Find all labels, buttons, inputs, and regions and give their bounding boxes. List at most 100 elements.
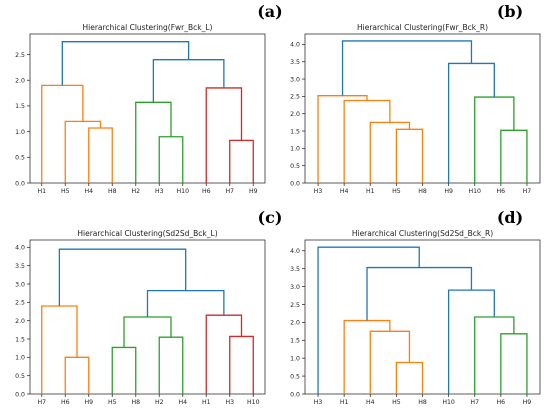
dendrogram-link bbox=[500, 129, 528, 183]
dendrogram-link bbox=[341, 40, 473, 96]
dendrogram-link bbox=[474, 316, 515, 394]
leaf-label: H9 bbox=[84, 399, 93, 406]
leaf-label: H4 bbox=[178, 399, 187, 406]
dendrogram-link bbox=[58, 248, 187, 306]
dendrogram-link bbox=[158, 336, 184, 394]
dendrogram-link bbox=[205, 87, 243, 183]
dendrogram-link bbox=[64, 356, 90, 394]
y-tick-label: 1.0 bbox=[15, 355, 25, 362]
leaf-label: H8 bbox=[131, 399, 140, 406]
leaf-label: H9 bbox=[444, 188, 453, 195]
dendrogram-link bbox=[500, 333, 528, 394]
dendrogram-link bbox=[158, 136, 184, 183]
leaf-label: H8 bbox=[418, 399, 427, 406]
dendrogram-link bbox=[111, 346, 137, 394]
dendrogram-link bbox=[369, 330, 411, 394]
y-tick-label: 0.5 bbox=[290, 373, 300, 380]
dendrogram-link bbox=[88, 127, 113, 183]
dendrogram-link bbox=[369, 121, 411, 183]
leaf-label: H5 bbox=[392, 399, 401, 406]
y-tick-label: 1.5 bbox=[15, 103, 25, 110]
y-tick-label: 0.0 bbox=[290, 391, 300, 398]
leaf-label: H8 bbox=[108, 188, 117, 195]
dendrogram-link bbox=[317, 95, 368, 183]
leaf-label: H6 bbox=[497, 188, 506, 195]
y-tick-label: 3.5 bbox=[290, 59, 300, 66]
leaf-label: H7 bbox=[523, 188, 532, 195]
dendrogram-link bbox=[317, 246, 420, 394]
leaf-label: H10 bbox=[468, 188, 481, 195]
y-tick-label: 2.0 bbox=[15, 318, 25, 325]
y-tick-label: 0.0 bbox=[15, 391, 25, 398]
y-tick-label: 3.0 bbox=[290, 284, 300, 291]
leaf-label: H3 bbox=[225, 399, 234, 406]
leaf-label: H9 bbox=[249, 188, 258, 195]
dendrogram-link bbox=[61, 41, 190, 86]
y-tick-label: 1.0 bbox=[15, 129, 25, 136]
y-tick-label: 2.5 bbox=[290, 94, 300, 101]
y-tick-label: 0.0 bbox=[290, 180, 300, 187]
panel-label-c: (c) bbox=[257, 208, 283, 227]
leaf-label: H3 bbox=[155, 188, 164, 195]
dendrogram-link bbox=[135, 101, 172, 183]
y-tick-label: 3.0 bbox=[15, 281, 25, 288]
dendrogram-link bbox=[205, 314, 243, 394]
dendrogram-link bbox=[229, 139, 254, 183]
y-tick-label: 1.5 bbox=[290, 128, 300, 135]
dendrogram-link bbox=[395, 128, 424, 183]
y-tick-label: 0.0 bbox=[15, 180, 25, 187]
leaf-label: H7 bbox=[470, 399, 479, 406]
plot-frame bbox=[29, 33, 266, 184]
panel-label-a: (a) bbox=[257, 2, 283, 21]
y-tick-label: 0.5 bbox=[15, 373, 25, 380]
dendrogram-link bbox=[447, 62, 495, 183]
dendrogram-link bbox=[447, 289, 495, 394]
y-tick-label: 3.5 bbox=[290, 266, 300, 273]
leaf-label: H3 bbox=[314, 188, 323, 195]
chart-title: Hierarchical Clustering(Sd2Sd_Bck_R) bbox=[352, 229, 493, 238]
leaf-label: H2 bbox=[131, 188, 140, 195]
y-tick-label: 0.5 bbox=[15, 155, 25, 162]
leaf-label: H5 bbox=[392, 188, 401, 195]
leaf-label: H9 bbox=[523, 399, 532, 406]
chart-title: Hierarchical Clustering(Fwr_Bck_L) bbox=[83, 23, 213, 32]
leaf-label: H6 bbox=[497, 399, 506, 406]
chart-title: Hierarchical Clustering(Sd2Sd_Bck_L) bbox=[77, 229, 217, 238]
y-tick-label: 2.5 bbox=[290, 302, 300, 309]
dendrogram-link bbox=[474, 96, 515, 183]
dendrogram-link bbox=[41, 305, 78, 394]
leaf-label: H1 bbox=[37, 188, 46, 195]
leaf-label: H10 bbox=[176, 188, 189, 195]
leaf-label: H4 bbox=[84, 188, 93, 195]
y-tick-label: 1.5 bbox=[290, 338, 300, 345]
dendrogram-link bbox=[229, 335, 254, 394]
leaf-label: H10 bbox=[247, 399, 260, 406]
y-tick-label: 1.0 bbox=[290, 146, 300, 153]
dendrogram-chart-fwr-bck-l: Hierarchical Clustering(Fwr_Bck_L) 0.0 0.5… bbox=[15, 23, 266, 195]
dendrogram-link bbox=[152, 59, 225, 103]
y-tick-label: 2.0 bbox=[290, 111, 300, 118]
leaf-label: H6 bbox=[202, 188, 211, 195]
leaf-label: H1 bbox=[366, 188, 375, 195]
leaf-label: H7 bbox=[37, 399, 46, 406]
y-tick-label: 4.0 bbox=[290, 248, 300, 255]
panel-label-d: (d) bbox=[496, 208, 524, 227]
dendrogram-link bbox=[41, 84, 84, 183]
dendrogram-chart-sd2sd-bck-r: Hierarchical Clustering(Sd2Sd_Bck_R) 0.0 0… bbox=[290, 229, 541, 406]
panel-label-b: (b) bbox=[496, 2, 524, 21]
y-tick-label: 1.5 bbox=[15, 336, 25, 343]
y-tick-label: 3.0 bbox=[290, 76, 300, 83]
leaf-label: H7 bbox=[225, 188, 234, 195]
y-tick-label: 0.5 bbox=[290, 163, 300, 170]
y-tick-label: 4.0 bbox=[290, 42, 300, 49]
y-tick-label: 1.0 bbox=[290, 355, 300, 362]
dendrogram-link bbox=[146, 289, 225, 317]
dendrogram-chart-fwr-bck-r: Hierarchical Clustering(Fwr_Bck_R) 0.0 0.5… bbox=[290, 23, 541, 195]
plot-frame bbox=[29, 239, 266, 395]
y-tick-label: 3.5 bbox=[15, 263, 25, 270]
dendrogram-link bbox=[343, 99, 391, 183]
y-tick-label: 4.0 bbox=[15, 245, 25, 252]
leaf-label: H6 bbox=[61, 399, 70, 406]
dendrogram-link bbox=[395, 361, 424, 394]
leaf-label: H5 bbox=[61, 188, 70, 195]
